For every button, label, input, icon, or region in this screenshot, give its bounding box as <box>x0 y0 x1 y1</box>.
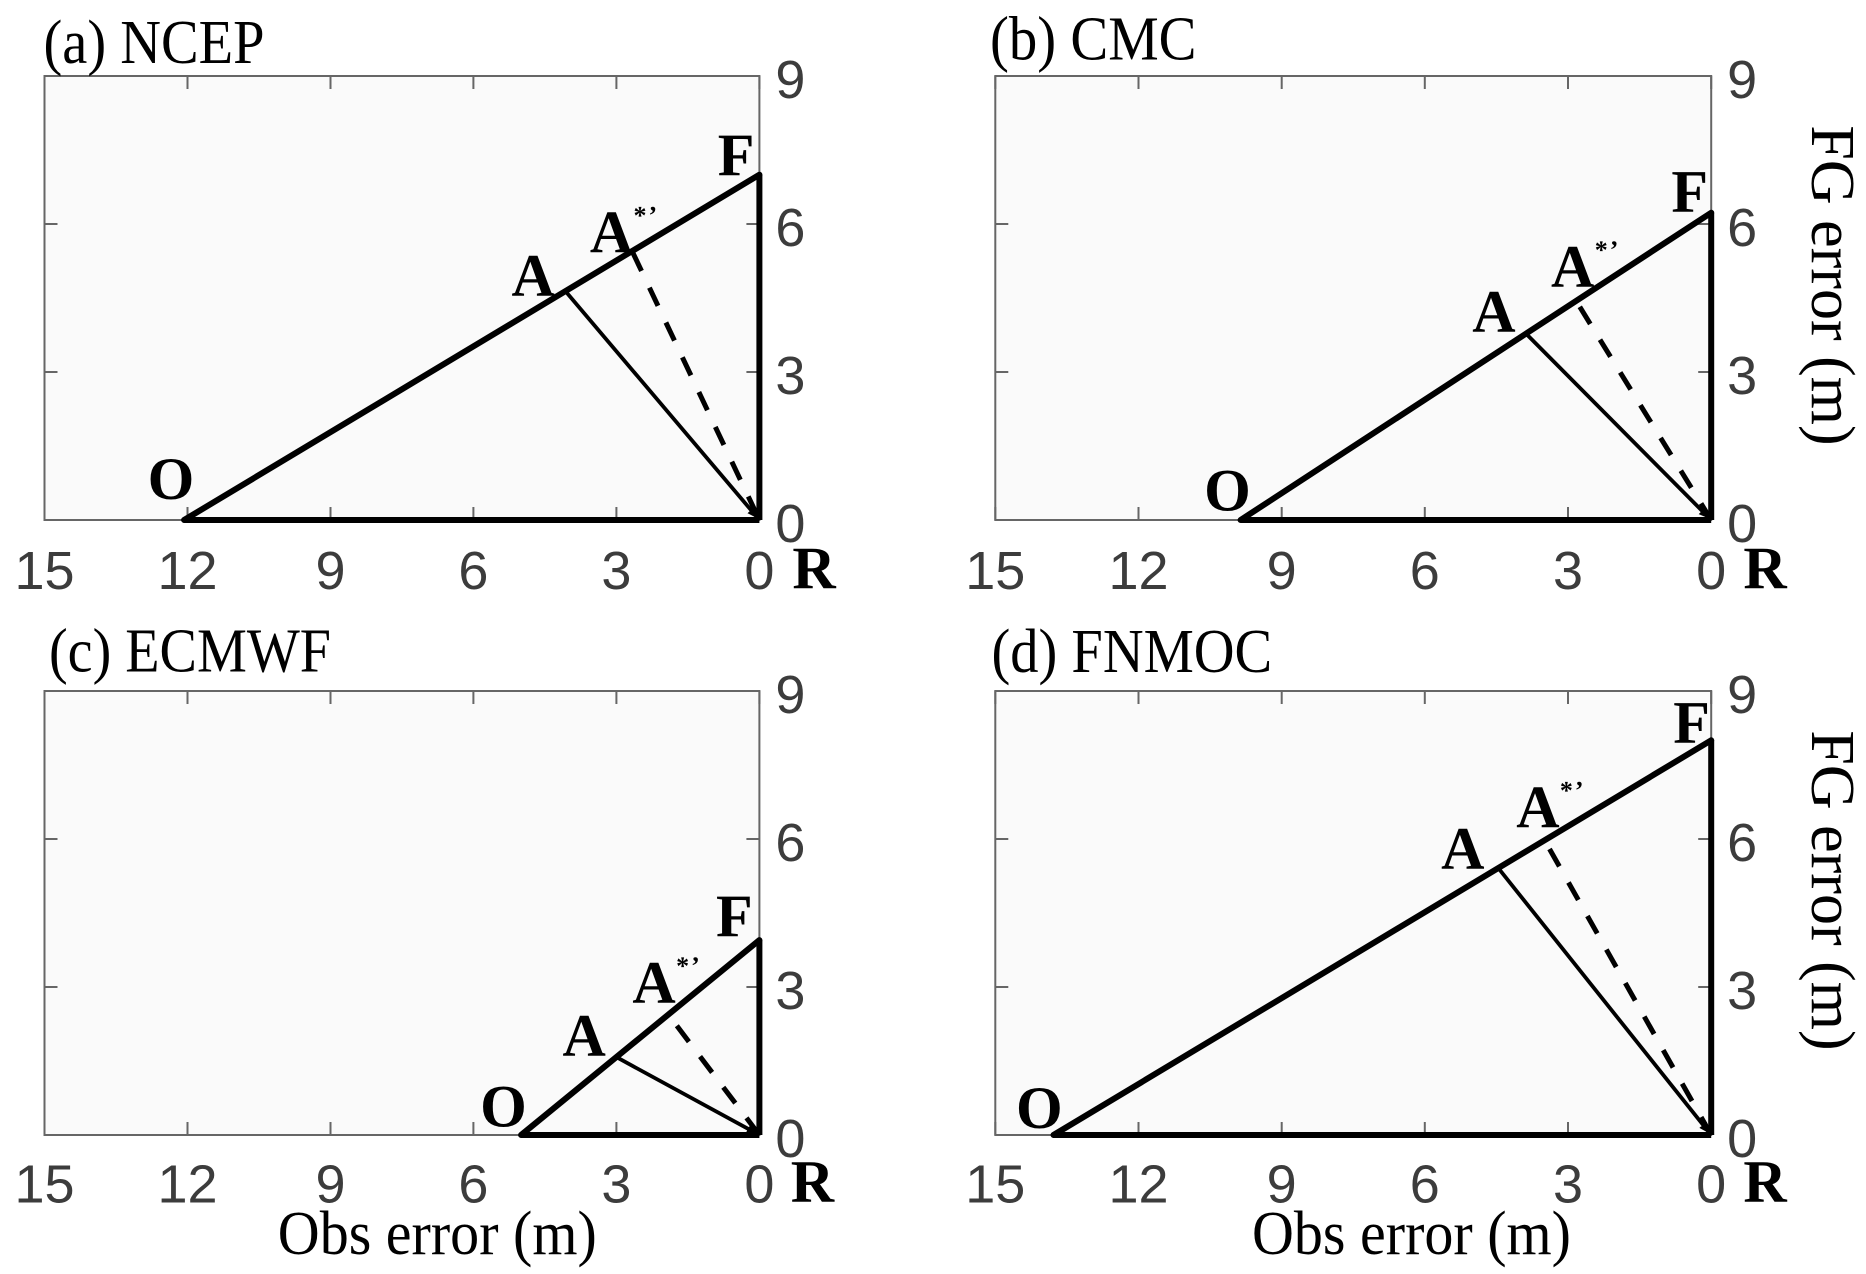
svg-text:0: 0 <box>1696 1155 1726 1215</box>
svg-text:A: A <box>1516 774 1559 840</box>
svg-text:O: O <box>1016 1075 1063 1141</box>
svg-text:9: 9 <box>315 541 345 601</box>
svg-text:0: 0 <box>775 494 805 554</box>
svg-text:A: A <box>1472 279 1515 345</box>
svg-text:R: R <box>791 1149 835 1215</box>
svg-text:R: R <box>1743 1149 1787 1215</box>
svg-text:Obs error (m): Obs error (m) <box>1252 1200 1571 1268</box>
svg-text:FG error (m): FG error (m) <box>1798 125 1866 445</box>
svg-text:15: 15 <box>14 541 74 601</box>
svg-text:15: 15 <box>965 541 1025 601</box>
svg-text:12: 12 <box>1108 541 1168 601</box>
svg-text:(c) ECMWF: (c) ECMWF <box>49 618 331 686</box>
svg-text:Obs error (m): Obs error (m) <box>278 1200 597 1268</box>
svg-text:9: 9 <box>1267 1155 1297 1215</box>
svg-text:A: A <box>563 1003 606 1069</box>
svg-text:9: 9 <box>1727 50 1757 110</box>
svg-text:0: 0 <box>744 541 774 601</box>
svg-text:*’: *’ <box>1560 776 1586 805</box>
svg-text:3: 3 <box>1553 1155 1583 1215</box>
svg-text:FG error (m): FG error (m) <box>1798 730 1866 1050</box>
svg-text:6: 6 <box>458 541 488 601</box>
svg-text:6: 6 <box>775 813 805 873</box>
svg-text:3: 3 <box>1727 961 1757 1021</box>
svg-text:3: 3 <box>1553 541 1583 601</box>
svg-text:*’: *’ <box>676 951 702 980</box>
svg-text:0: 0 <box>1727 494 1757 554</box>
svg-text:6: 6 <box>775 198 805 258</box>
svg-text:9: 9 <box>775 665 805 725</box>
svg-text:9: 9 <box>1267 541 1297 601</box>
svg-text:9: 9 <box>1727 665 1757 725</box>
svg-text:(a) NCEP: (a) NCEP <box>44 9 265 77</box>
svg-text:F: F <box>1671 159 1708 225</box>
svg-text:15: 15 <box>965 1155 1025 1215</box>
svg-text:R: R <box>792 535 836 601</box>
svg-text:R: R <box>1743 535 1787 601</box>
svg-text:0: 0 <box>1727 1109 1757 1169</box>
svg-text:F: F <box>1673 690 1710 756</box>
svg-text:0: 0 <box>775 1109 805 1169</box>
svg-text:O: O <box>148 446 195 512</box>
svg-text:6: 6 <box>458 1155 488 1215</box>
svg-text:*’: *’ <box>634 201 660 230</box>
svg-text:A: A <box>512 243 555 309</box>
svg-text:(d) FNMOC: (d) FNMOC <box>992 618 1273 686</box>
svg-text:15: 15 <box>14 1155 74 1215</box>
svg-text:9: 9 <box>315 1155 345 1215</box>
svg-text:O: O <box>480 1074 527 1140</box>
svg-text:F: F <box>716 884 753 950</box>
svg-text:12: 12 <box>157 541 217 601</box>
svg-text:9: 9 <box>775 50 805 110</box>
svg-text:0: 0 <box>744 1155 774 1215</box>
svg-text:3: 3 <box>775 961 805 1021</box>
svg-text:3: 3 <box>601 1155 631 1215</box>
svg-text:3: 3 <box>601 541 631 601</box>
svg-text:A: A <box>1551 234 1594 300</box>
svg-text:A: A <box>632 949 675 1015</box>
svg-text:A: A <box>590 199 633 265</box>
svg-text:6: 6 <box>1727 813 1757 873</box>
svg-text:(b) CMC: (b) CMC <box>990 6 1197 74</box>
svg-text:F: F <box>718 123 755 189</box>
svg-text:6: 6 <box>1410 541 1440 601</box>
svg-text:6: 6 <box>1727 198 1757 258</box>
svg-text:3: 3 <box>1727 346 1757 406</box>
svg-text:O: O <box>1204 458 1251 524</box>
svg-text:0: 0 <box>1696 541 1726 601</box>
svg-text:6: 6 <box>1410 1155 1440 1215</box>
svg-text:12: 12 <box>1108 1155 1168 1215</box>
svg-text:*’: *’ <box>1595 236 1621 265</box>
svg-text:12: 12 <box>157 1155 217 1215</box>
svg-text:A: A <box>1441 816 1484 882</box>
svg-text:3: 3 <box>775 346 805 406</box>
